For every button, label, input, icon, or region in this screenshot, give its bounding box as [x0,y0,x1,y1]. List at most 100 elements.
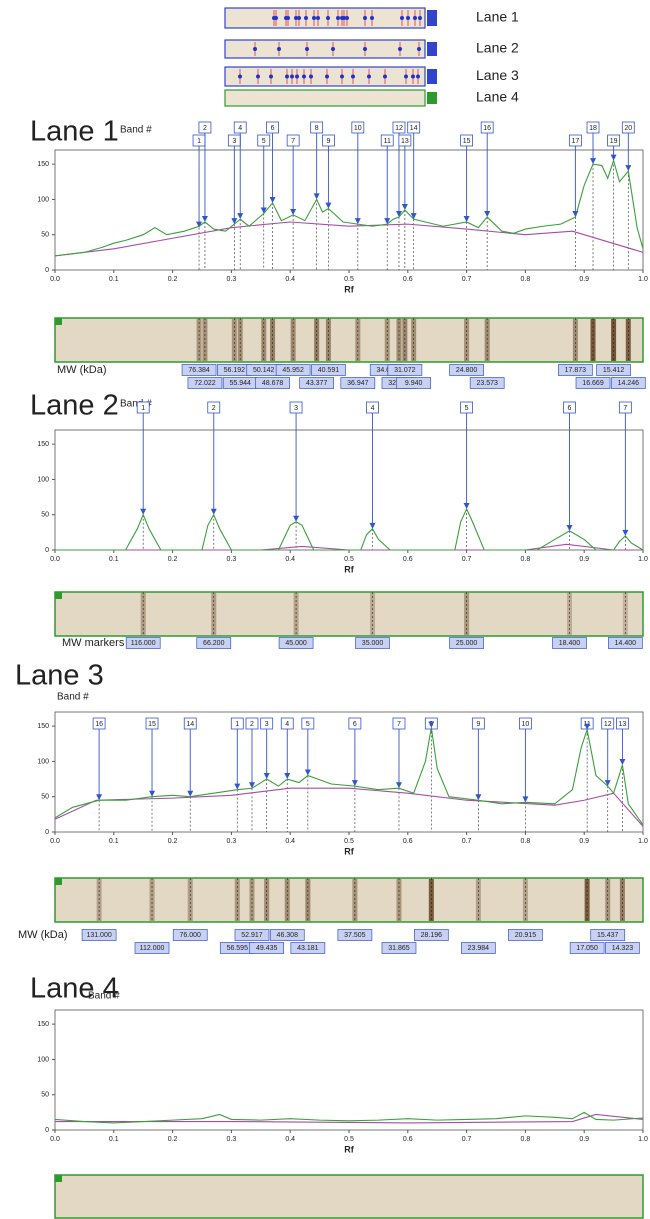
y-tick-label: 0 [45,829,49,836]
gel-strip-tag [55,592,62,599]
thumbnail-band-dot [336,16,340,20]
band-label: 11 [384,138,391,145]
band-label: 16 [483,125,491,132]
lane-title: Lane 3 [15,660,104,692]
band-label: 10 [522,721,530,728]
x-tick-label: 0.2 [168,556,178,563]
x-tick-label: 0.4 [285,838,295,845]
mw-label: MW (kDa) [18,929,68,941]
band-header: Band # [57,692,89,703]
x-axis-label: Rf [344,564,354,574]
mw-value: 52.917 [241,932,263,939]
lane-thumbnail [225,90,425,106]
thumbnail-band-dot [285,75,289,79]
x-tick-label: 0.1 [109,1136,119,1143]
y-tick-label: 100 [37,476,49,483]
band-label: 10 [354,125,362,132]
x-axis-label: Rf [344,846,354,856]
x-tick-label: 0.1 [109,838,119,845]
gel-strip [55,318,643,362]
mw-value: 9.940 [405,380,423,387]
thumbnail-band-dot [398,47,402,51]
x-tick-label: 0.4 [285,1136,295,1143]
lane-thumbnail-tag [427,42,437,56]
gel-strip [55,878,643,922]
mw-value: 23.573 [476,380,498,387]
thumbnail-band-dot [363,47,367,51]
x-tick-label: 0.0 [50,276,60,283]
x-axis-label: Rf [344,1144,354,1154]
x-tick-label: 0.5 [344,556,354,563]
band-label: 16 [95,721,103,728]
gel-strip-tag [55,318,62,325]
thumbnail-band-dot [413,16,417,20]
x-tick-label: 0.5 [344,1136,354,1143]
y-tick-label: 150 [37,161,49,168]
band-label: 6 [271,125,275,132]
band-label: 6 [568,405,572,412]
mw-value: 14.323 [612,945,634,952]
x-tick-label: 0.7 [462,1136,472,1143]
band-label: 12 [604,721,612,728]
x-tick-label: 0.6 [403,276,413,283]
x-tick-label: 0.9 [579,556,589,563]
band-label: 1 [235,721,239,728]
thumbnail-band-dot [316,16,320,20]
thumbnail-band-dot [326,16,330,20]
mw-value: 35.000 [362,640,384,647]
mw-value: 14.246 [618,380,640,387]
x-tick-label: 0.2 [168,838,178,845]
thumbnail-band-dot [256,75,260,79]
mw-value: 14.400 [615,640,637,647]
thumbnail-band-dot [286,16,290,20]
thumbnail-band-dot [325,75,329,79]
mw-value: 46.308 [277,932,299,939]
thumbnail-band-dot [331,47,335,51]
y-tick-label: 50 [41,794,49,801]
mw-value: 15.437 [597,932,619,939]
thumbnail-band-dot [309,75,313,79]
band-header: Band # [120,125,152,136]
band-label: 4 [238,125,242,132]
y-tick-label: 100 [37,196,49,203]
band-label: 2 [203,125,207,132]
mw-value: 24.800 [456,367,478,374]
x-tick-label: 0.5 [344,838,354,845]
x-tick-label: 0.7 [462,276,472,283]
y-tick-label: 50 [41,1092,49,1099]
mw-value: 56.192 [224,367,246,374]
lane-thumbnail [225,8,425,28]
y-tick-label: 0 [45,267,49,274]
x-tick-label: 1.0 [638,838,648,845]
x-tick-label: 0.6 [403,556,413,563]
x-tick-label: 0.2 [168,1136,178,1143]
thumbnail-band-dot [297,16,301,20]
mw-value: 40.591 [318,367,340,374]
thumbnail-band-dot [363,16,367,20]
band-label: 17 [571,138,579,145]
y-tick-label: 0 [45,1127,49,1134]
band-label: 1 [197,138,201,145]
thumbnail-band-dot [238,75,242,79]
x-tick-label: 0.4 [285,276,295,283]
band-label: 5 [306,721,310,728]
mw-value: 49.435 [256,945,278,952]
y-tick-label: 100 [37,1056,49,1063]
band-label: 4 [285,721,289,728]
band-label: 3 [232,138,236,145]
x-tick-label: 0.7 [462,838,472,845]
band-label: 4 [371,405,375,412]
band-label: 5 [465,405,469,412]
band-label: 9 [476,721,480,728]
y-tick-label: 150 [37,723,49,730]
band-label: 19 [610,138,618,145]
figure: Lane 1Lane 1Band #0501001500.00.10.20.30… [0,0,650,1219]
x-tick-label: 0.9 [579,838,589,845]
band-label: 5 [262,138,266,145]
plot-frame [55,1010,643,1130]
plot-frame [55,150,643,270]
thumbnail-band-dot [411,75,415,79]
mw-value: 18.400 [559,640,581,647]
band-label: 2 [212,405,216,412]
lane-title: Lane 2 [30,390,119,422]
